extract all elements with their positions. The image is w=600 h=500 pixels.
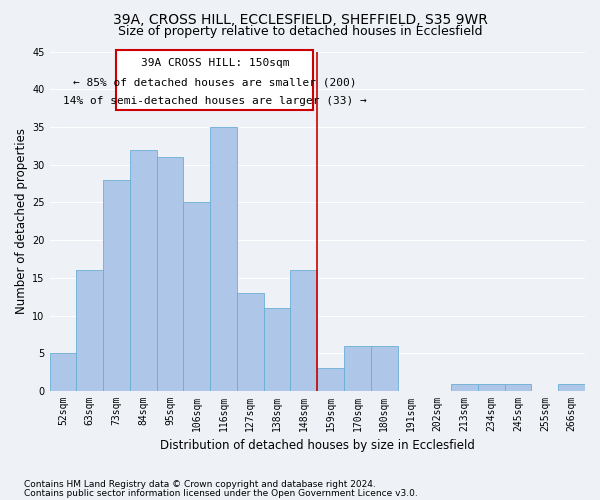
- Text: 14% of semi-detached houses are larger (33) →: 14% of semi-detached houses are larger (…: [63, 96, 367, 106]
- Text: 39A, CROSS HILL, ECCLESFIELD, SHEFFIELD, S35 9WR: 39A, CROSS HILL, ECCLESFIELD, SHEFFIELD,…: [113, 12, 487, 26]
- Text: Contains HM Land Registry data © Crown copyright and database right 2024.: Contains HM Land Registry data © Crown c…: [24, 480, 376, 489]
- Bar: [50, 354, 76, 391]
- Bar: [103, 180, 130, 391]
- Bar: [505, 384, 532, 391]
- Y-axis label: Number of detached properties: Number of detached properties: [15, 128, 28, 314]
- Bar: [371, 346, 398, 391]
- Bar: [237, 293, 264, 391]
- Bar: [130, 150, 157, 391]
- Bar: [184, 202, 210, 391]
- Text: Contains public sector information licensed under the Open Government Licence v3: Contains public sector information licen…: [24, 488, 418, 498]
- Bar: [264, 308, 290, 391]
- Bar: [116, 50, 313, 110]
- Bar: [344, 346, 371, 391]
- Bar: [290, 270, 317, 391]
- Bar: [478, 384, 505, 391]
- Bar: [76, 270, 103, 391]
- Bar: [210, 127, 237, 391]
- Bar: [157, 157, 184, 391]
- Bar: [451, 384, 478, 391]
- Text: Size of property relative to detached houses in Ecclesfield: Size of property relative to detached ho…: [118, 25, 482, 38]
- Text: ← 85% of detached houses are smaller (200): ← 85% of detached houses are smaller (20…: [73, 77, 356, 87]
- X-axis label: Distribution of detached houses by size in Ecclesfield: Distribution of detached houses by size …: [160, 440, 475, 452]
- Bar: [317, 368, 344, 391]
- Text: 39A CROSS HILL: 150sqm: 39A CROSS HILL: 150sqm: [140, 58, 289, 68]
- Bar: [558, 384, 585, 391]
